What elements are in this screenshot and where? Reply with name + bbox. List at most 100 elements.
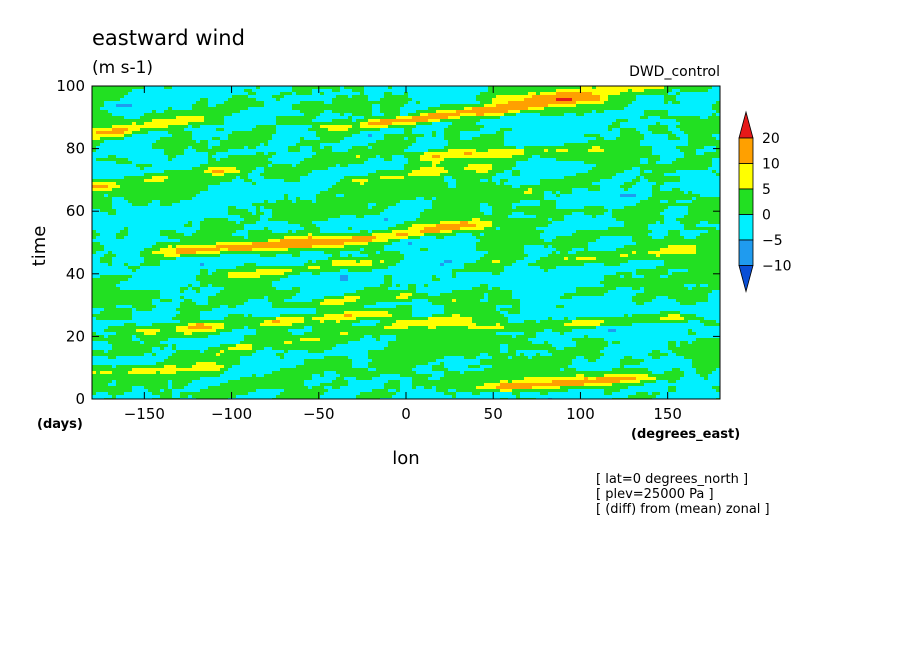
field-cell bbox=[712, 113, 717, 117]
field-cell bbox=[248, 95, 253, 99]
field-cell bbox=[528, 134, 533, 138]
field-cell bbox=[688, 104, 693, 108]
field-cell bbox=[712, 89, 717, 93]
field-cell bbox=[596, 113, 601, 117]
field-cell bbox=[408, 86, 413, 90]
field-cell bbox=[636, 89, 641, 93]
field-cell bbox=[588, 116, 593, 120]
field-cell bbox=[560, 122, 565, 126]
field-cell bbox=[556, 125, 561, 129]
field-cell bbox=[412, 98, 417, 102]
field-cell bbox=[616, 107, 621, 111]
field-cell bbox=[120, 128, 125, 132]
field-cell bbox=[132, 131, 137, 135]
field-cell bbox=[600, 95, 605, 99]
field-cell bbox=[320, 95, 325, 99]
field-cell bbox=[108, 92, 113, 96]
field-cell bbox=[656, 113, 661, 117]
field-cell bbox=[368, 98, 373, 102]
field-cell bbox=[432, 131, 437, 135]
field-cell bbox=[396, 113, 401, 117]
field-cell bbox=[288, 107, 293, 111]
field-cell bbox=[396, 95, 401, 99]
field-cell bbox=[432, 86, 437, 90]
field-cell bbox=[612, 98, 617, 102]
field-cell bbox=[452, 125, 457, 129]
field-cell bbox=[168, 86, 173, 90]
field-cell bbox=[504, 125, 509, 129]
field-cell bbox=[132, 86, 137, 90]
field-cell bbox=[308, 89, 313, 93]
field-cell bbox=[592, 131, 597, 135]
field-cell bbox=[692, 113, 697, 117]
field-cell bbox=[120, 122, 125, 126]
field-cell bbox=[408, 131, 413, 135]
field-cell bbox=[316, 119, 321, 123]
field-cell bbox=[256, 107, 261, 111]
field-cell bbox=[460, 86, 465, 90]
field-cell bbox=[336, 92, 341, 96]
field-cell bbox=[292, 95, 297, 99]
field-cell bbox=[652, 116, 657, 120]
field-cell bbox=[624, 125, 629, 129]
field-cell bbox=[620, 128, 625, 132]
field-cell bbox=[388, 89, 393, 93]
field-cell bbox=[412, 95, 417, 99]
field-cell bbox=[328, 107, 333, 111]
field-cell bbox=[572, 107, 577, 111]
field-cell bbox=[436, 134, 441, 138]
field-cell bbox=[364, 128, 369, 132]
field-cell bbox=[316, 95, 321, 99]
field-cell bbox=[176, 92, 181, 96]
field-cell bbox=[488, 122, 493, 126]
field-cell bbox=[220, 125, 225, 129]
field-cell bbox=[712, 107, 717, 111]
field-cell bbox=[680, 110, 685, 114]
field-cell bbox=[136, 110, 141, 114]
field-cell bbox=[464, 101, 469, 105]
field-cell bbox=[448, 131, 453, 135]
field-cell bbox=[160, 131, 165, 135]
field-cell bbox=[592, 113, 597, 117]
field-cell bbox=[684, 125, 689, 129]
field-cell bbox=[568, 92, 573, 96]
field-cell bbox=[500, 98, 505, 102]
field-cell bbox=[704, 101, 709, 105]
field-cell bbox=[452, 110, 457, 114]
field-cell bbox=[520, 134, 525, 138]
field-cell bbox=[384, 104, 389, 108]
field-cell bbox=[100, 125, 105, 129]
field-cell bbox=[620, 110, 625, 114]
field-cell bbox=[412, 107, 417, 111]
field-cell bbox=[656, 104, 661, 108]
field-cell bbox=[312, 107, 317, 111]
field-cell bbox=[204, 131, 209, 135]
field-cell bbox=[192, 116, 197, 120]
field-cell bbox=[528, 95, 533, 99]
field-cell bbox=[344, 92, 349, 96]
field-cell bbox=[432, 89, 437, 93]
field-cell bbox=[492, 113, 497, 117]
field-cell bbox=[432, 134, 437, 138]
field-cell bbox=[652, 131, 657, 135]
field-cell bbox=[112, 95, 117, 99]
field-cell bbox=[488, 131, 493, 135]
field-cell bbox=[712, 110, 717, 114]
field-cell bbox=[528, 86, 533, 90]
field-cell bbox=[624, 131, 629, 135]
field-cell bbox=[484, 116, 489, 120]
field-cell bbox=[640, 122, 645, 126]
field-cell bbox=[92, 113, 97, 117]
field-cell bbox=[604, 131, 609, 135]
field-cell bbox=[176, 137, 181, 141]
field-cell bbox=[716, 98, 720, 102]
field-cell bbox=[660, 104, 665, 108]
field-cell bbox=[472, 128, 477, 132]
field-cell bbox=[364, 89, 369, 93]
field-cell bbox=[264, 119, 269, 123]
field-cell bbox=[224, 125, 229, 129]
field-cell bbox=[620, 107, 625, 111]
field-cell bbox=[516, 119, 521, 123]
field-cell bbox=[656, 86, 661, 90]
field-cell bbox=[304, 107, 309, 111]
